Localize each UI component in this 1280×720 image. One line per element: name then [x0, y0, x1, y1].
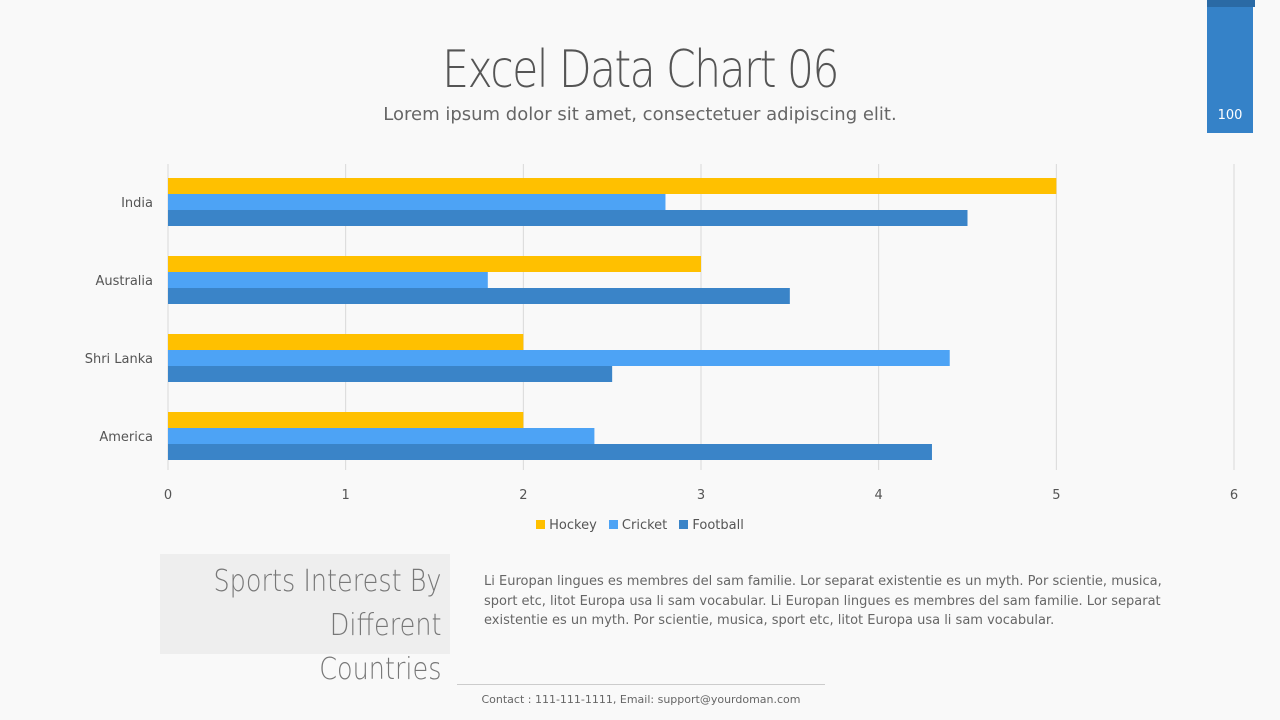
category-label: America: [99, 430, 153, 445]
legend-item-hockey: Hockey: [536, 518, 597, 533]
x-tick-label: 3: [697, 488, 705, 503]
category-label: India: [121, 196, 153, 211]
page-title: Excel Data Chart 06: [442, 40, 839, 100]
legend-label: Hockey: [549, 518, 597, 533]
bar-chart: 0 1 2 3 4 5 6 India Australia Shri Lanka America: [85, 164, 1238, 503]
x-tick-label: 0: [164, 488, 172, 503]
bar-football-shri-lanka: [168, 366, 613, 382]
page-number: 100: [1217, 108, 1243, 123]
category-label: Shri Lanka: [85, 352, 153, 367]
caption-line-1: Sports Interest By: [213, 564, 442, 599]
bar-cricket-australia: [168, 272, 488, 288]
chart-legend: Hockey Cricket Football: [0, 518, 1280, 533]
bar-cricket-america: [168, 428, 595, 444]
x-tick-label: 1: [342, 488, 350, 503]
x-tick-label: 4: [875, 488, 883, 503]
page-subtitle: Lorem ipsum dolor sit amet, consectetuer…: [383, 104, 897, 125]
page-tab-cap: [1207, 0, 1255, 7]
bar-football-australia: [168, 288, 790, 304]
legend-item-cricket: Cricket: [608, 518, 668, 533]
page-number-tab: 100: [1207, 0, 1255, 133]
caption-box: Sports Interest By Different Countries: [160, 554, 450, 687]
bar-hockey-america: [168, 412, 524, 428]
bar-cricket-shri-lanka: [168, 350, 950, 366]
x-tick-label: 5: [1052, 488, 1060, 503]
legend-item-football: Football: [679, 518, 744, 533]
legend-swatch: [608, 520, 618, 529]
x-tick-label: 2: [519, 488, 527, 503]
legend-label: Football: [692, 518, 744, 533]
legend-swatch: [536, 520, 546, 529]
bar-hockey-australia: [168, 256, 701, 272]
caption-line-2: Different Countries: [319, 608, 442, 687]
footer-divider: [457, 684, 825, 685]
legend-swatch: [679, 520, 689, 529]
footer-contact: Contact : 111-111-1111, Email: support@y…: [481, 693, 801, 706]
description-text: Li Europan lingues es membres del sam fa…: [484, 574, 1162, 628]
x-tick-label: 6: [1230, 488, 1238, 503]
bar-hockey-shri-lanka: [168, 334, 524, 350]
bar-football-india: [168, 210, 968, 226]
bar-hockey-india: [168, 178, 1057, 194]
bar-football-america: [168, 444, 932, 460]
bar-cricket-india: [168, 194, 666, 210]
legend-label: Cricket: [621, 518, 668, 533]
category-label: Australia: [95, 274, 153, 289]
